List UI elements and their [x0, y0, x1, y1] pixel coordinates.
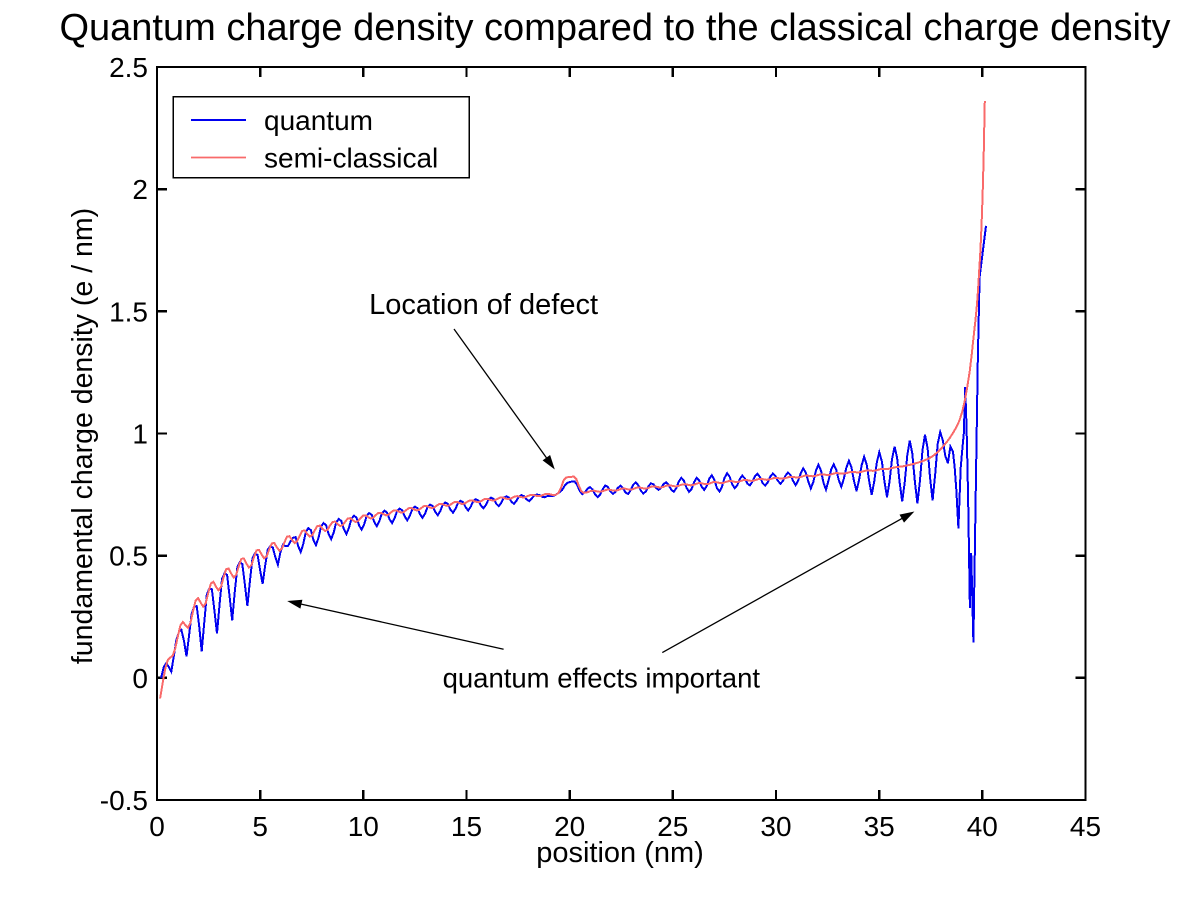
- svg-text:45: 45: [1070, 811, 1101, 842]
- svg-text:fundamental charge density (e: fundamental charge density (e / nm): [67, 208, 99, 664]
- svg-text:Quantum charge density compare: Quantum charge density compared to the c…: [59, 7, 1170, 49]
- svg-text:position (nm): position (nm): [536, 837, 704, 869]
- svg-text:0: 0: [132, 663, 148, 694]
- svg-text:0.5: 0.5: [109, 541, 148, 572]
- svg-text:25: 25: [657, 811, 688, 842]
- svg-text:5: 5: [252, 811, 268, 842]
- svg-text:1.5: 1.5: [109, 296, 148, 327]
- svg-text:15: 15: [451, 811, 482, 842]
- svg-text:-0.5: -0.5: [100, 785, 148, 816]
- svg-text:2.5: 2.5: [109, 52, 148, 83]
- svg-text:40: 40: [967, 811, 998, 842]
- svg-text:semi-classical: semi-classical: [264, 143, 438, 174]
- svg-text:30: 30: [760, 811, 791, 842]
- svg-text:20: 20: [554, 811, 585, 842]
- svg-text:35: 35: [864, 811, 895, 842]
- svg-text:0: 0: [149, 811, 165, 842]
- svg-text:quantum effects important: quantum effects important: [443, 663, 761, 694]
- svg-text:10: 10: [348, 811, 379, 842]
- svg-text:2: 2: [132, 174, 148, 205]
- svg-text:Location of defect: Location of defect: [369, 289, 598, 321]
- svg-text:1: 1: [132, 419, 148, 450]
- svg-text:quantum: quantum: [264, 105, 373, 136]
